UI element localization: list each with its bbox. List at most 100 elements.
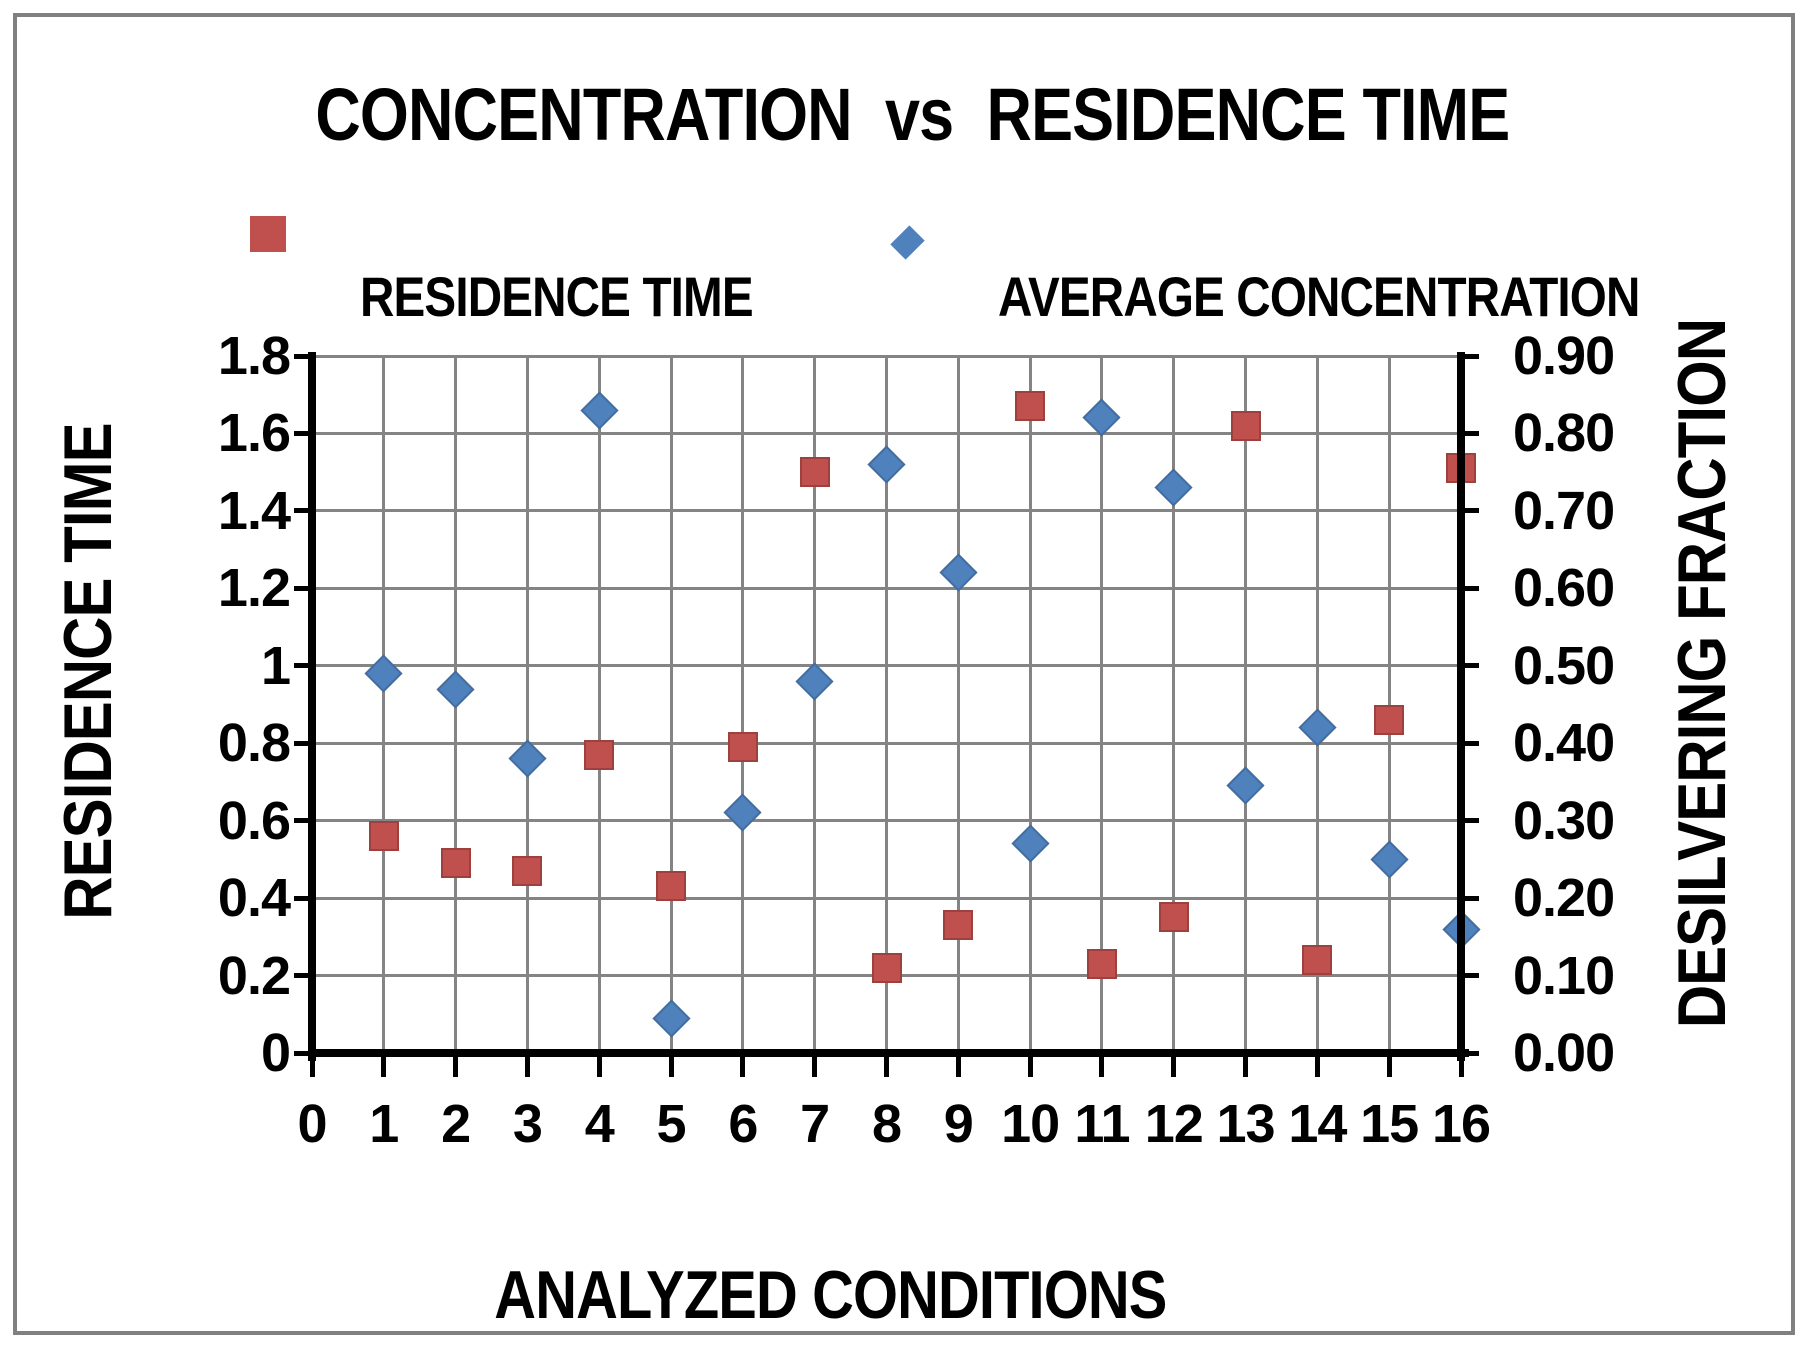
y-axis-right-tick (1461, 353, 1479, 359)
x-axis-tick-label: 15 (1360, 1094, 1419, 1154)
y-axis-right-tick (1461, 663, 1479, 669)
x-axis-tick (955, 1057, 961, 1077)
y-axis-left-tick-label: 1.2 (217, 558, 291, 619)
x-axis-tick (309, 1057, 315, 1077)
v-gridline (597, 356, 601, 1053)
data-point-residence-time-10 (1015, 391, 1046, 422)
data-point-residence-time-14 (1302, 945, 1333, 976)
data-point-average-concentration-4 (580, 391, 619, 430)
legend-label-residence-time: RESIDENCE TIME (302, 207, 822, 387)
v-gridline (1387, 356, 1391, 1053)
data-point-residence-time-7 (799, 457, 830, 488)
data-point-average-concentration-1 (364, 654, 403, 693)
data-point-residence-time-15 (1374, 704, 1405, 735)
y-axis-left-tick (294, 663, 312, 669)
y-axis-left-tick-label: 1 (260, 635, 291, 696)
y-axis-right-tick-label: 0.20 (1513, 868, 1615, 929)
data-point-average-concentration-15 (1370, 840, 1409, 879)
x-axis-tick (1027, 1057, 1033, 1077)
v-gridline (813, 356, 817, 1053)
y-axis-right-tick-label: 0.50 (1513, 635, 1615, 696)
y-axis-left-tick (294, 818, 312, 824)
y-axis-left-tick-label: 0.6 (217, 790, 291, 851)
x-axis-tick (453, 1057, 459, 1077)
y-axis-right-tick-label: 0.00 (1513, 1023, 1615, 1083)
data-point-residence-time-2 (440, 848, 471, 879)
y-axis-right-tick-label: 0.80 (1513, 403, 1615, 464)
y-axis-left-tick (294, 895, 312, 901)
y-axis-right-tick (1461, 818, 1479, 824)
y-axis-right-tick (1461, 973, 1479, 979)
x-axis-tick-label: 3 (512, 1094, 543, 1154)
data-point-residence-time-1 (368, 821, 399, 852)
x-axis-tick-label: 2 (441, 1094, 471, 1154)
y-axis-right-tick (1461, 508, 1479, 514)
x-axis-tick (884, 1057, 889, 1077)
v-gridline (741, 356, 745, 1053)
y-axis-right-tick (1461, 585, 1479, 591)
data-point-residence-time-4 (584, 739, 615, 770)
y-axis-left-tick-label: 1.6 (217, 403, 291, 464)
y-axis-left-tick (294, 508, 312, 514)
y-axis-right-tick (1461, 895, 1479, 901)
x-axis-tick-label: 9 (943, 1094, 974, 1154)
y-axis-left-tick-label: 1.8 (217, 326, 291, 386)
y-axis-left-tick (294, 353, 312, 359)
y-axis-left-tick (294, 740, 312, 746)
v-gridline (525, 356, 529, 1053)
data-point-average-concentration-2 (436, 669, 475, 709)
x-axis-tick (1314, 1057, 1320, 1077)
y-axis-left-tick (294, 973, 312, 979)
x-axis-tick-label: 5 (656, 1094, 687, 1154)
y-axis-right-tick-label: 0.10 (1513, 945, 1615, 1006)
legend-label-residence-time-text: RESIDENCE TIME (360, 265, 754, 328)
x-axis-tick-label: 11 (1074, 1094, 1130, 1154)
data-point-residence-time-5 (656, 871, 687, 902)
data-point-residence-time-3 (512, 856, 543, 886)
x-axis-tick (668, 1057, 674, 1077)
y-axis-left-tick-label: 1.4 (217, 480, 291, 541)
y-axis-right-tick (1461, 430, 1479, 436)
v-gridline (1172, 356, 1176, 1053)
y-axis-right-tick (1461, 740, 1479, 746)
x-axis-tick-label: 14 (1288, 1094, 1347, 1154)
x-axis-spine (308, 1049, 1469, 1057)
x-axis-tick-label: 10 (1001, 1094, 1060, 1154)
x-axis-tick-label: 7 (800, 1094, 830, 1154)
x-axis-tick-label: 1 (369, 1094, 399, 1154)
v-gridline (669, 356, 673, 1053)
v-gridline (382, 356, 386, 1053)
x-axis-tick-label: 0 (297, 1094, 327, 1154)
data-point-average-concentration-6 (723, 793, 762, 833)
data-point-average-concentration-10 (1011, 824, 1050, 863)
v-gridline (1100, 356, 1104, 1053)
data-point-average-concentration-12 (1154, 468, 1193, 507)
data-point-average-concentration-7 (795, 662, 834, 701)
v-gridline (956, 356, 960, 1053)
y-axis-right-tick-label: 0.60 (1513, 558, 1615, 619)
y-axis-left-tick-label: 0.4 (217, 868, 291, 929)
y-axis-left-spine (308, 352, 316, 1061)
x-axis-tick-label: 13 (1216, 1094, 1276, 1154)
data-point-average-concentration-5 (651, 999, 691, 1038)
y-axis-right-tick-label: 0.90 (1513, 326, 1615, 386)
data-point-residence-time-8 (871, 952, 902, 983)
chart-outer-border (13, 13, 1795, 1335)
v-gridline (885, 356, 888, 1053)
v-gridline (1028, 356, 1032, 1053)
y-axis-right-tick-label: 0.40 (1513, 713, 1615, 774)
legend-marker-residence-time-icon (250, 216, 286, 252)
data-point-residence-time-12 (1158, 902, 1189, 933)
y-axis-right-tick-label: 0.30 (1513, 790, 1615, 851)
v-gridline (1244, 356, 1248, 1053)
v-gridline (1315, 356, 1319, 1053)
x-axis-tick-label: 6 (728, 1094, 758, 1154)
data-point-average-concentration-13 (1226, 766, 1265, 805)
x-axis-tick (524, 1057, 530, 1077)
chart-title: CONCENTRATION vs RESIDENCE TIME (315, 73, 1510, 156)
data-point-residence-time-13 (1230, 410, 1261, 441)
x-axis-tick-label: 16 (1431, 1094, 1491, 1154)
x-axis-title-row: ANALYZED CONDITIONS (220, 1178, 1370, 1348)
data-point-residence-time-6 (727, 732, 758, 763)
